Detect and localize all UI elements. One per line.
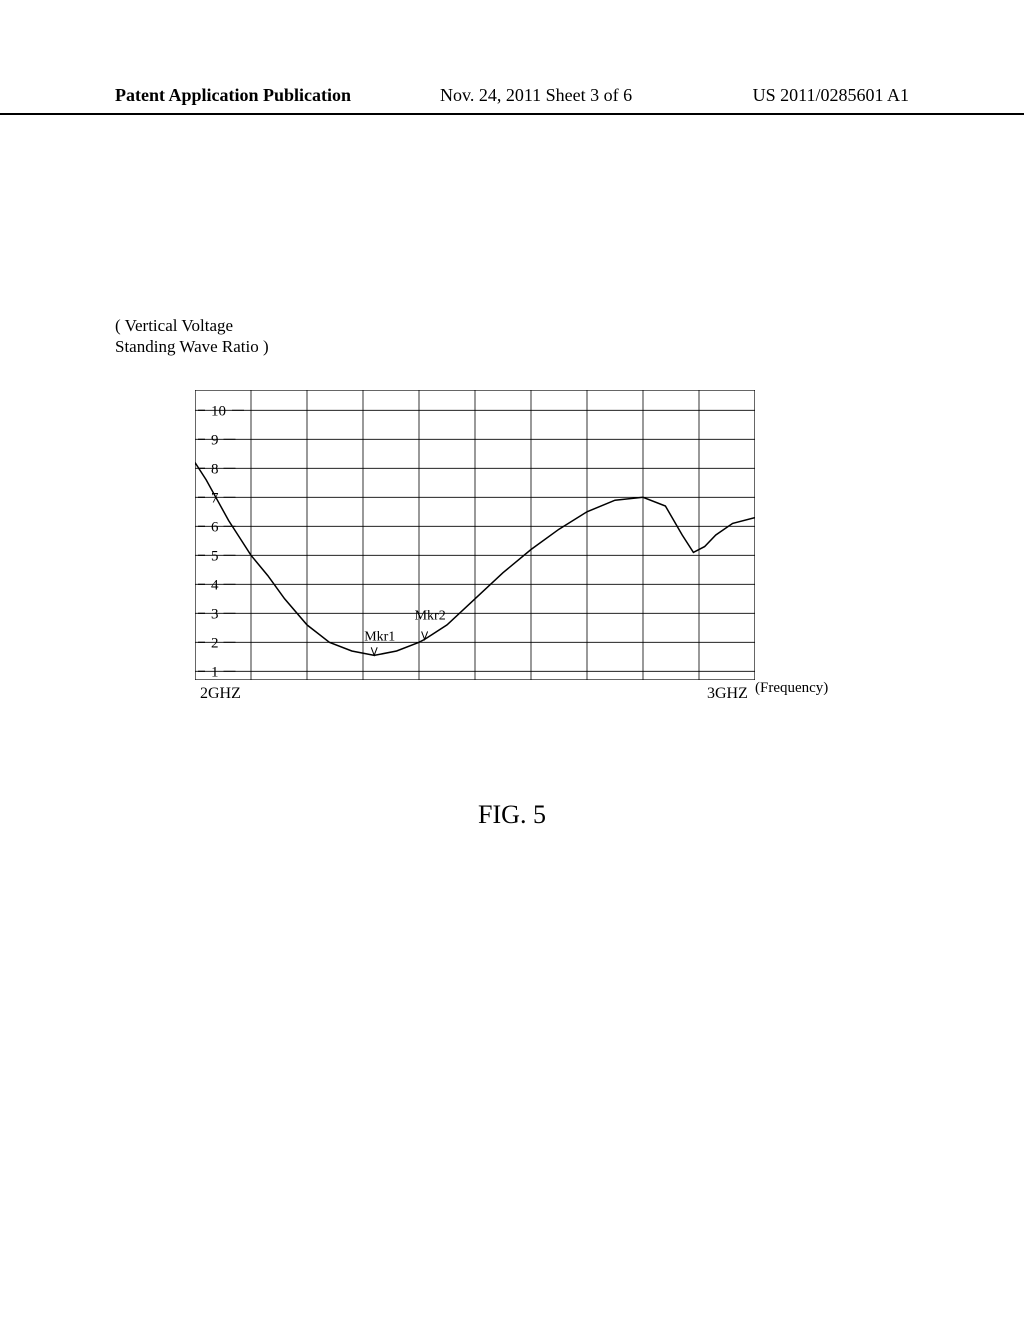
y-axis-label-line2: Standing Wave Ratio ) [115, 337, 269, 356]
svg-text:Mkr1: Mkr1 [364, 629, 395, 644]
svg-text:Mkr2: Mkr2 [415, 608, 446, 623]
svg-text:1: 1 [211, 664, 219, 680]
svg-text:9: 9 [211, 432, 219, 448]
x-axis-label: (Frequency) [755, 680, 828, 697]
header-center: Nov. 24, 2011 Sheet 3 of 6 [440, 85, 632, 106]
svg-text:6: 6 [211, 519, 219, 535]
svg-text:7: 7 [211, 490, 219, 506]
header-left: Patent Application Publication [115, 85, 351, 106]
figure-label: FIG. 5 [0, 800, 1024, 830]
chart-svg: 10 9 8 7 6 5 4 3 2 1 Mkr1 Mkr2 [195, 390, 755, 680]
y-axis-label: ( Vertical Voltage Standing Wave Ratio ) [115, 315, 269, 358]
svg-text:5: 5 [211, 548, 219, 564]
svg-text:2: 2 [211, 635, 219, 651]
y-axis-label-line1: ( Vertical Voltage [115, 316, 233, 335]
page-header: Patent Application Publication Nov. 24, … [0, 85, 1024, 115]
svg-text:8: 8 [211, 461, 219, 477]
svg-text:10: 10 [211, 403, 226, 419]
x-tick-end: 3GHZ [707, 685, 748, 703]
x-tick-start: 2GHZ [200, 685, 241, 703]
chart-plot-area: 10 9 8 7 6 5 4 3 2 1 Mkr1 Mkr2 [195, 390, 755, 680]
header-right: US 2011/0285601 A1 [753, 85, 909, 106]
svg-text:3: 3 [211, 606, 219, 622]
svg-text:4: 4 [211, 577, 219, 593]
